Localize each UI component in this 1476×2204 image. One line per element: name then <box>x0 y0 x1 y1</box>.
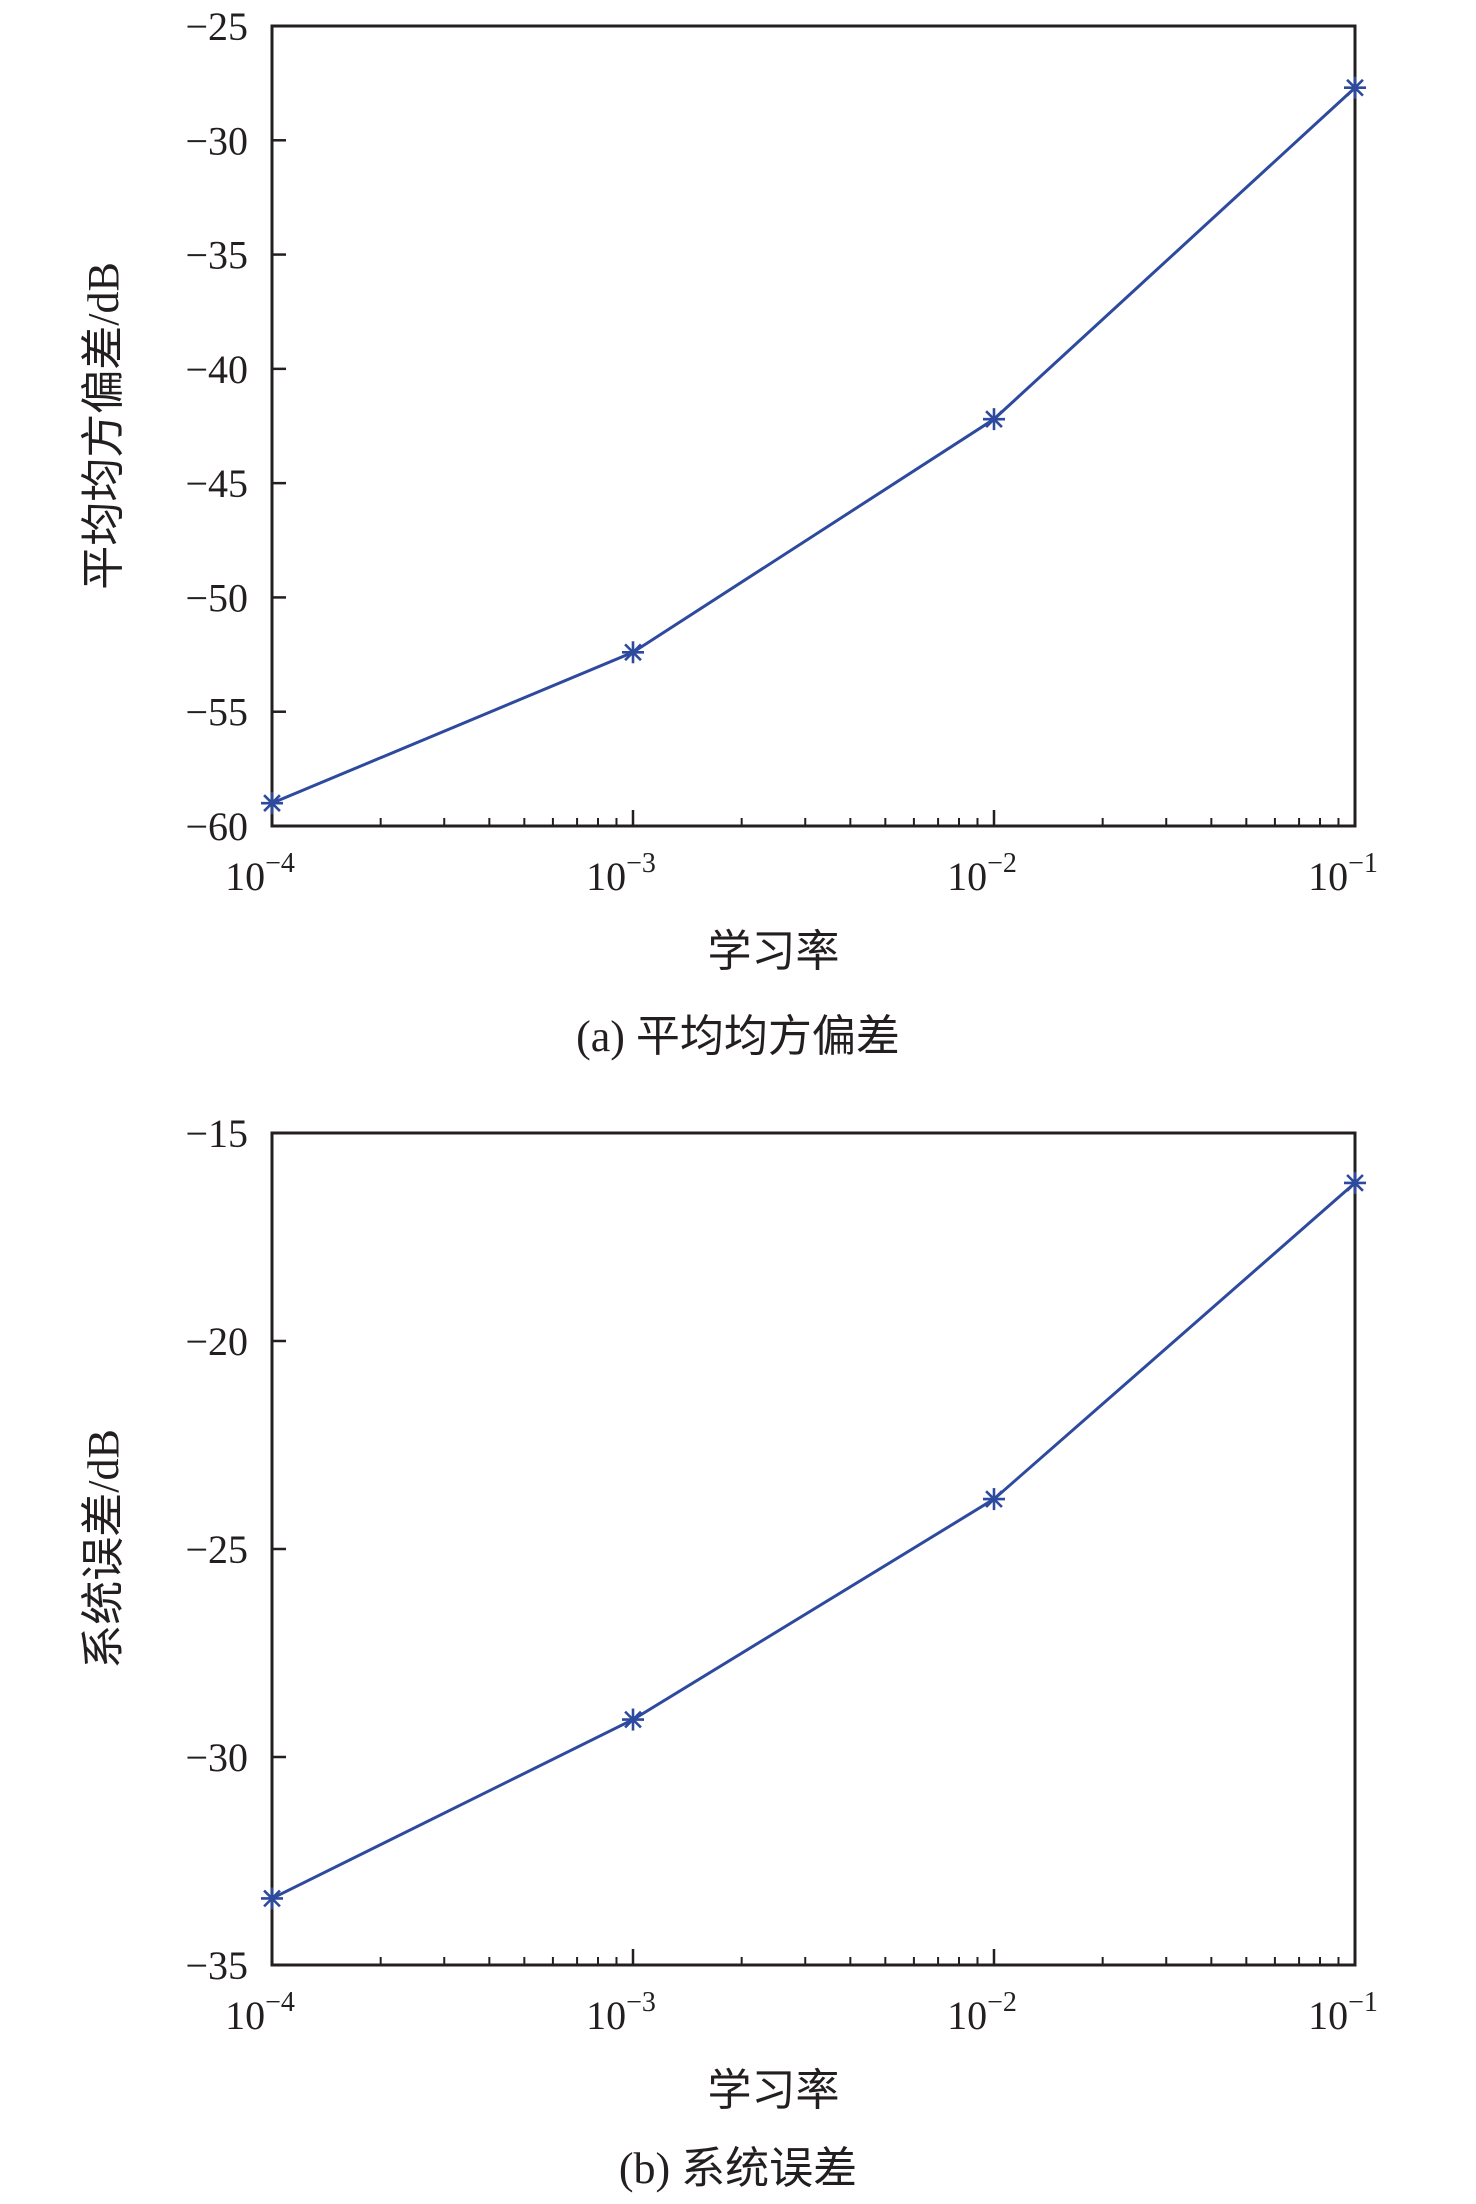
y-axis-label: 系统误差/dB <box>79 1429 128 1669</box>
y-tick-label: −30 <box>185 1735 248 1780</box>
y-axis-label: 平均均方偏差/dB <box>79 262 128 590</box>
x-axis-label: 学习率 <box>708 2066 840 2115</box>
x-tick-label: 10−2 <box>947 848 1017 899</box>
data-point <box>622 1708 644 1731</box>
x-tick-label: 10−1 <box>1308 848 1378 899</box>
y-tick-label: −35 <box>185 1943 248 1988</box>
data-point <box>261 792 283 815</box>
series-line <box>271 1181 1356 1900</box>
data-point <box>983 1488 1005 1511</box>
plot-frame <box>270 24 1357 828</box>
y-tick-label: −35 <box>185 233 248 278</box>
data-point <box>261 1887 283 1910</box>
caption-chart-a: (a) 平均均方偏差 <box>576 1012 900 1061</box>
y-tick-label: −20 <box>185 1319 248 1364</box>
data-point <box>1344 1171 1366 1194</box>
data-point <box>1344 76 1366 99</box>
y-tick-label: −50 <box>185 575 248 620</box>
y-tick-label: −40 <box>185 347 248 392</box>
x-tick-label: 10−2 <box>947 1987 1017 2038</box>
x-tick-label: 10−3 <box>586 848 656 899</box>
y-tick-label: −30 <box>185 118 248 163</box>
y-tick-label: −55 <box>185 690 248 735</box>
x-tick-label: 10−1 <box>1308 1987 1378 2038</box>
data-point <box>983 408 1005 431</box>
y-tick-label: −25 <box>185 4 248 49</box>
x-tick-label: 10−4 <box>225 1987 295 2038</box>
plot-frame <box>270 1131 1357 1967</box>
series-line <box>271 86 1357 805</box>
caption-chart-b: (b) 系统误差 <box>618 2144 858 2193</box>
y-tick-label: −15 <box>185 1111 248 1156</box>
y-tick-label: −25 <box>185 1527 248 1572</box>
y-tick-label: −45 <box>185 461 248 506</box>
y-tick-label: −60 <box>185 804 248 849</box>
x-axis-label: 学习率 <box>708 927 840 976</box>
data-point <box>622 641 644 664</box>
x-tick-label: 10−4 <box>225 848 295 899</box>
x-tick-label: 10−3 <box>586 1987 656 2038</box>
